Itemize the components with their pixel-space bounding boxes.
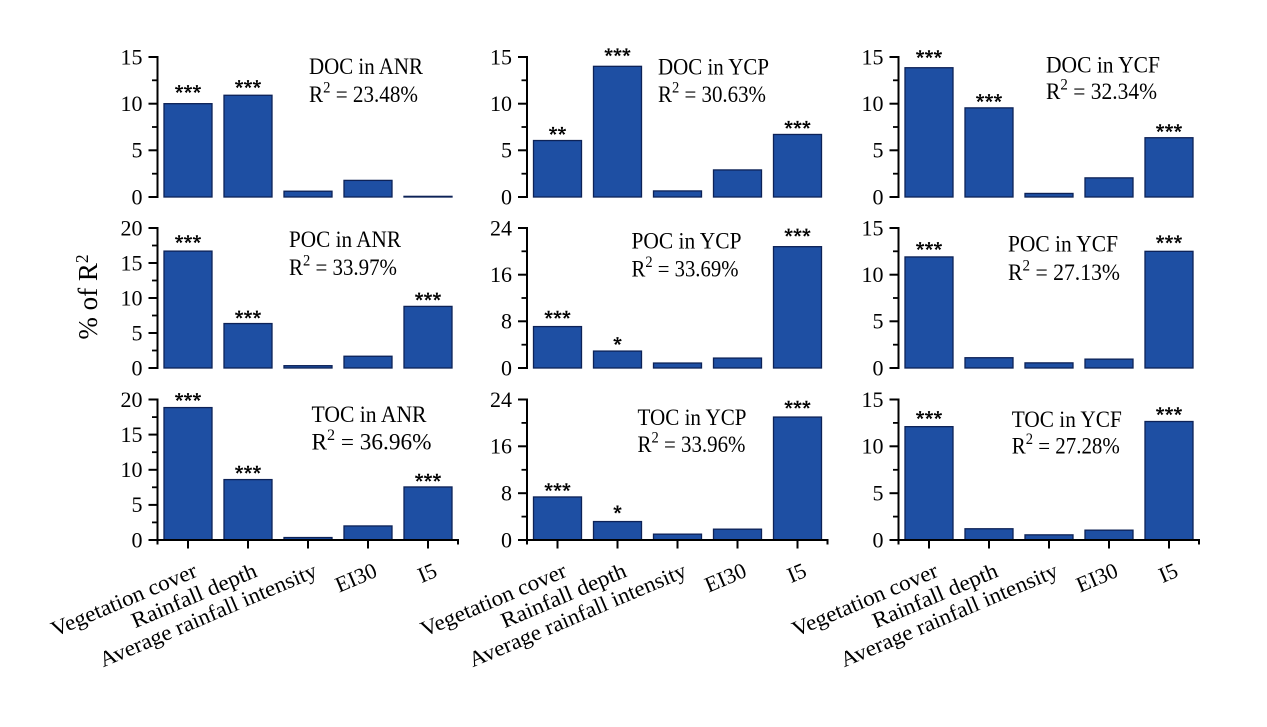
- svg-text:0: 0: [501, 527, 512, 552]
- svg-text:R2 = 33.97%: R2 = 33.97%: [289, 252, 397, 280]
- svg-text:POC in YCP: POC in YCP: [632, 229, 742, 254]
- svg-text:0: 0: [132, 184, 143, 209]
- svg-text:15: 15: [862, 387, 884, 412]
- svg-text:20: 20: [121, 387, 143, 412]
- svg-text:20: 20: [121, 215, 143, 240]
- svg-text:R2 = 27.28%: R2 = 27.28%: [1012, 431, 1120, 459]
- svg-text:10: 10: [862, 91, 884, 116]
- svg-text:TOC in YCF: TOC in YCF: [1012, 407, 1122, 432]
- svg-text:10: 10: [490, 91, 512, 116]
- svg-text:10: 10: [862, 434, 884, 459]
- svg-text:0: 0: [501, 184, 512, 209]
- svg-text:R2 = 36.96%: R2 = 36.96%: [312, 427, 432, 455]
- svg-text:DOC in YCF: DOC in YCF: [1046, 53, 1160, 78]
- svg-text:15: 15: [862, 44, 884, 69]
- svg-text:10: 10: [121, 285, 143, 310]
- svg-text:24: 24: [490, 387, 512, 412]
- svg-text:15: 15: [121, 250, 143, 275]
- svg-text:0: 0: [132, 355, 143, 380]
- svg-text:5: 5: [132, 138, 143, 163]
- svg-text:15: 15: [490, 44, 512, 69]
- svg-text:DOC in YCP: DOC in YCP: [658, 55, 769, 80]
- svg-text:POC in ANR: POC in ANR: [289, 227, 402, 252]
- svg-text:TOC in YCP: TOC in YCP: [638, 405, 747, 430]
- svg-text:16: 16: [490, 262, 512, 287]
- svg-text:R2 = 32.34%: R2 = 32.34%: [1046, 77, 1157, 105]
- svg-text:0: 0: [873, 184, 884, 209]
- svg-text:R2 = 27.13%: R2 = 27.13%: [1008, 258, 1120, 286]
- svg-text:% of R2: % of R2: [72, 254, 103, 339]
- svg-text:15: 15: [862, 215, 884, 240]
- svg-text:8: 8: [501, 481, 512, 506]
- svg-text:24: 24: [490, 215, 512, 240]
- svg-text:10: 10: [862, 262, 884, 287]
- svg-text:5: 5: [132, 492, 143, 517]
- svg-text:5: 5: [132, 320, 143, 345]
- svg-text:0: 0: [873, 527, 884, 552]
- svg-text:5: 5: [873, 481, 884, 506]
- svg-text:10: 10: [121, 91, 143, 116]
- svg-text:15: 15: [121, 422, 143, 447]
- svg-text:5: 5: [501, 138, 512, 163]
- svg-text:0: 0: [873, 355, 884, 380]
- svg-text:5: 5: [873, 138, 884, 163]
- svg-text:15: 15: [121, 44, 143, 69]
- svg-text:0: 0: [132, 527, 143, 552]
- svg-text:8: 8: [501, 309, 512, 334]
- svg-text:5: 5: [873, 309, 884, 334]
- svg-text:TOC in ANR: TOC in ANR: [312, 402, 428, 427]
- svg-text:POC in YCF: POC in YCF: [1008, 232, 1118, 257]
- svg-text:0: 0: [501, 355, 512, 380]
- svg-text:16: 16: [490, 434, 512, 459]
- svg-text:10: 10: [121, 457, 143, 482]
- svg-text:DOC in ANR: DOC in ANR: [309, 54, 424, 79]
